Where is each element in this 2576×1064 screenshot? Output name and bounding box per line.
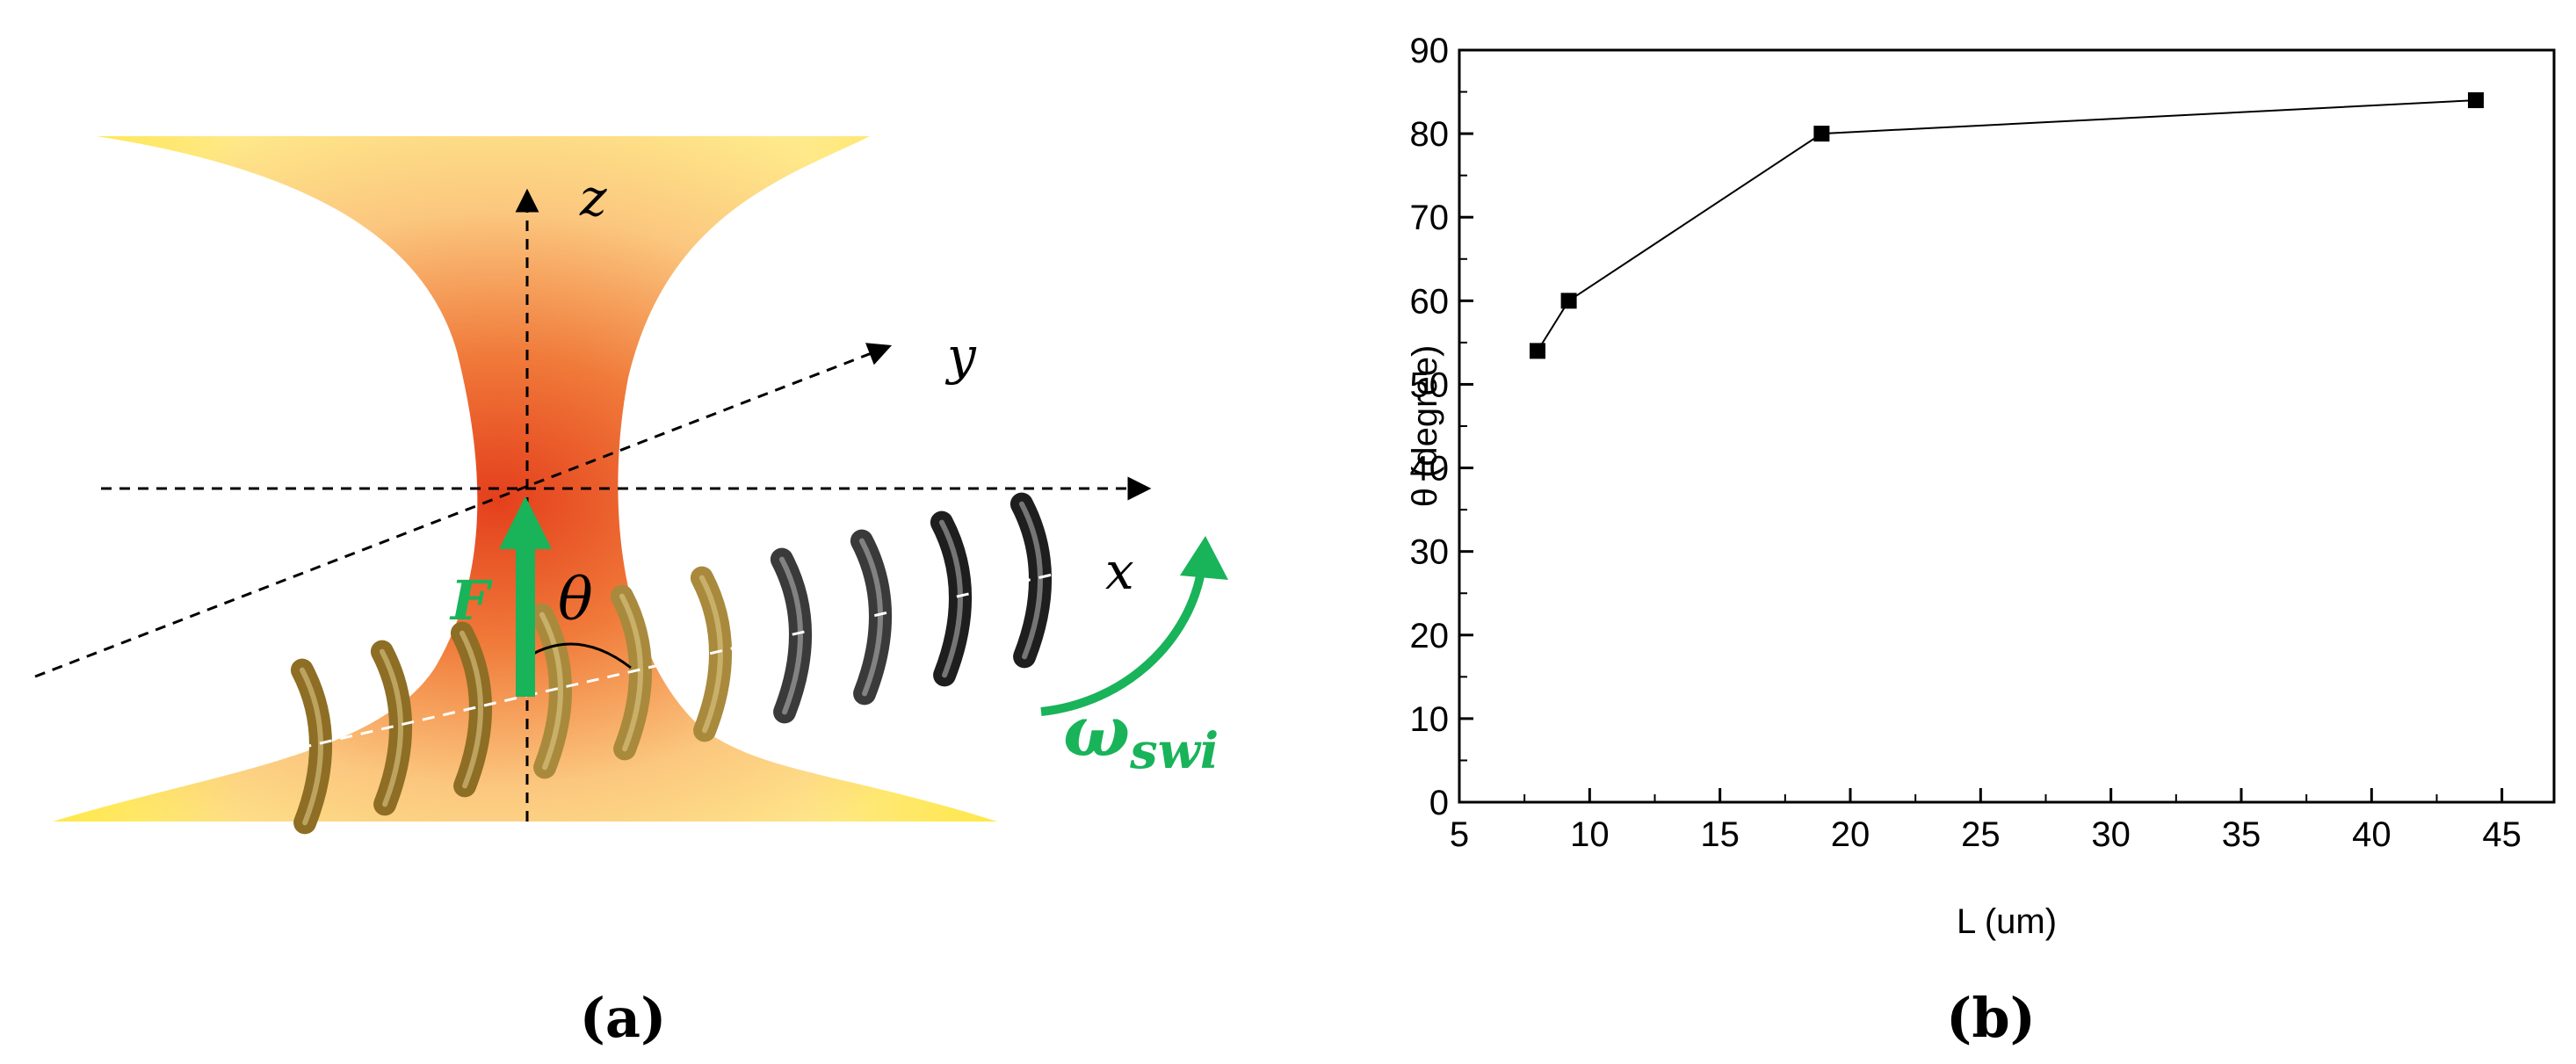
y-tick-label: 90: [1410, 32, 1450, 70]
x-tick-label: 20: [1831, 815, 1870, 854]
y-axis-line: [34, 343, 893, 678]
x-tick-label: 30: [2091, 815, 2131, 854]
beam-edge-glow: [53, 136, 997, 822]
data-point: [2468, 92, 2484, 109]
panel-a-illustration: z y x F θ ωswi (a): [34, 136, 1228, 1050]
omega-symbol: ω: [1063, 690, 1130, 772]
x-tick-label: 25: [1961, 815, 2001, 854]
y-axis-title: θ (degree): [1406, 345, 1444, 508]
plot-frame: [1458, 48, 2556, 804]
x-tick-label: 35: [2222, 815, 2261, 854]
omega-subscript: swi: [1129, 722, 1219, 780]
theta-label: θ: [558, 566, 593, 633]
y-tick-label: 60: [1410, 282, 1450, 321]
y-tick-label: 20: [1410, 617, 1450, 655]
panel-a-caption: (a): [580, 986, 667, 1050]
y-tick-label: 50: [1410, 366, 1450, 404]
x-tick-label: 40: [2352, 815, 2391, 854]
helix-axis-line: [113, 569, 1068, 793]
rotation-arrow-head: [1180, 536, 1228, 580]
force-arrow-head: [499, 496, 552, 549]
helix-turn-highlight: [619, 593, 643, 752]
helix-turn-highlight: [379, 648, 403, 807]
y-tick-label: 30: [1410, 533, 1450, 572]
rotation-arrow-curve: [1040, 566, 1206, 716]
x-axis-title: L (um): [1957, 902, 2057, 941]
helix-turn-highlight: [539, 612, 563, 771]
data-point: [1530, 343, 1545, 359]
y-tick-label: 80: [1410, 115, 1450, 154]
x-tick-label: 45: [2482, 815, 2522, 854]
z-axis-label: z: [579, 168, 607, 228]
x-tick-label: 10: [1570, 815, 1610, 854]
theta-angle-arc: [531, 642, 632, 670]
omega-label: ωswi: [1063, 690, 1219, 780]
helix-spring: [290, 492, 1052, 835]
y-tick-label: 10: [1410, 700, 1450, 739]
data-point: [1560, 293, 1577, 309]
series-line: [1537, 99, 2477, 351]
x-tick-label: 15: [1700, 815, 1740, 854]
force-label: F: [449, 568, 493, 633]
series-points: [1530, 92, 2484, 359]
panel-b-caption: (b): [1946, 986, 2036, 1050]
helix-turn-highlight: [459, 630, 483, 789]
x-tick-label: 5: [1450, 815, 1469, 854]
y-tick-label: 0: [1429, 784, 1449, 822]
series-polyline: [1537, 99, 2477, 351]
y-axis-ticks: 0 10 20 30 40 50 60 70 80 90: [1410, 32, 1473, 822]
y-axis-label: y: [944, 326, 977, 386]
y-tick-label: 40: [1410, 450, 1450, 489]
y-tick-label: 70: [1410, 199, 1450, 237]
panel-b-chart: 0 10 20 30 40 50 60 70 80 90 5 10 15 20 25 30 35 40 45 L …: [1406, 32, 2556, 1050]
x-axis-ticks: 5 10 15 20 25 30 35 40 45: [1450, 788, 2522, 854]
data-point: [1813, 126, 1830, 142]
force-arrow-shaft: [516, 543, 535, 697]
x-axis-label: x: [1105, 541, 1134, 601]
